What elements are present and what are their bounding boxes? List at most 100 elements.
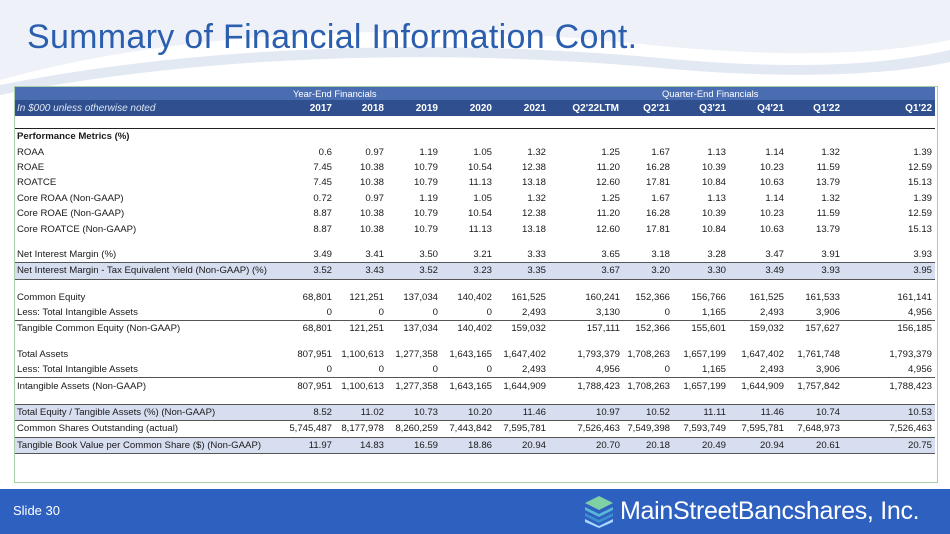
table-cell: 12.60 [596,223,621,235]
table-cell: 3.93 [787,262,844,280]
section-title: Performance Metrics (%) [15,128,936,145]
table-row: Intangible Assets (Non-GAAP) 807,951 1,100… [15,377,936,394]
table-row: Less: Total Intangible Assets 0 0 0 0 2,493 3,… [15,305,935,321]
row-label: Total Assets [17,348,69,360]
table-cell: 1.39 [913,146,933,158]
row-label: Tangible Common Equity (Non-GAAP) [15,320,283,337]
row-label: Net Interest Margin - Tax Equivalent Yie… [15,262,283,280]
table-cell: 16.28 [646,208,671,220]
units-note: In $000 unless otherwise noted [15,100,283,116]
table-cell: 11.13 [468,177,492,189]
table-cell: 10.38 [359,223,384,235]
table-cell: 1,647,402 [741,348,785,360]
row-label: Core ROAA (Non-GAAP) [17,192,124,204]
table-cell: 3,130 [596,307,621,319]
table-cell: 3.52 [283,262,335,280]
table-cell: 10.84 [702,223,727,235]
row-label: Tangible Book Value per Common Share ($)… [15,437,283,455]
table-cell: 8.52 [283,403,335,422]
table-cell: 157,111 [549,320,624,337]
table-cell: 20.94 [729,437,788,455]
table-cell: 10.79 [413,161,438,173]
table-cell: 7,549,398 [623,420,674,438]
table-cell: 20.61 [787,437,844,455]
table-cell: 0 [432,364,438,376]
table-cell: 12.38 [522,208,547,220]
column-header: Q2'22LTM [549,100,624,116]
table-row: ROATCE 7.45 10.38 10.79 11.13 13.18 12.60 17.81… [15,175,935,190]
table-cell: 3.52 [387,262,441,280]
table-cell: 3.49 [283,246,335,264]
header-spacer [15,87,283,100]
table-cell: 11.46 [495,403,550,422]
table-cell: 10.74 [787,403,844,422]
table-cell: 11.20 [596,161,621,173]
table-cell: 17.81 [646,223,671,235]
table-cell: 10.38 [359,208,384,220]
table-cell: 137,034 [387,320,441,337]
table-row: Tangible Book Value per Common Share ($)… [15,437,936,455]
table-cell: 1.13 [707,192,727,204]
table-cell: 10.38 [359,161,384,173]
table-cell: 1.25 [601,192,621,204]
table-cell: 11.59 [816,208,841,220]
table-cell: 10.97 [549,403,624,422]
table-cell: 1.05 [473,146,492,158]
table-cell: 0 [378,364,384,376]
table-cell: 0 [326,364,332,376]
row-label: ROAE [17,161,45,173]
financial-table: Year-End Financials Quarter-End Financia… [15,87,936,455]
table-cell: 1,644,909 [495,377,550,394]
table-cell: 3,906 [816,364,841,376]
table-cell: 10.20 [441,403,495,422]
table-cell: 68,801 [283,320,335,337]
table-cell: 1.32 [821,146,841,158]
table-cell: 10.54 [467,208,492,220]
table-cell: 10.73 [387,403,441,422]
table-cell: 8,177,978 [335,420,387,438]
row-label: Common Equity [17,291,86,303]
table-cell: 3.30 [673,262,730,280]
table-cell: 10.63 [760,177,785,189]
column-header: 2017 [283,100,335,116]
table-cell: 3.91 [787,246,844,264]
table-row: ROAA 0.6 0.97 1.19 1.05 1.32 1.25 1.67 1.13 1.14 1… [15,144,935,159]
spacer-row [15,279,935,290]
table-row: Common Shares Outstanding (actual) 5,745,… [15,420,936,438]
table-cell: 137,034 [403,291,438,303]
table-cell: 11.97 [283,437,335,455]
table-cell: 156,766 [691,291,727,303]
footer-bar: Slide 30 MainStreetBancshares, Inc. [0,489,950,534]
table-cell: 0.72 [313,192,332,204]
table-cell: 3.20 [623,262,674,280]
table-cell: 3.28 [673,246,730,264]
table-cell: 3.33 [495,246,550,264]
table-cell: 1,757,842 [787,377,844,394]
year-end-group-label: Year-End Financials [283,87,550,100]
table-cell: 1,793,379 [889,348,933,360]
company-logo: MainStreetBancshares, Inc. [584,494,920,528]
slide-number: Slide 30 [13,503,60,518]
table-cell: 10.38 [359,177,384,189]
table-cell: 2,493 [760,364,785,376]
table-cell: 159,032 [495,320,550,337]
table-cell: 10.23 [760,161,785,173]
table-cell: 3.65 [549,246,624,264]
spacer-row [15,116,935,129]
table-cell: 3.23 [441,262,495,280]
table-cell: 3.35 [495,262,550,280]
spacer-cell [15,116,935,129]
table-row: Net Interest Margin (%) 3.49 3.41 3.50 3.21 3… [15,246,936,264]
table-cell: 10.53 [843,403,936,422]
column-header: 2019 [387,100,441,116]
table-cell: 1.32 [527,146,547,158]
row-label: Common Shares Outstanding (actual) [15,420,283,438]
table-row: Tangible Common Equity (Non-GAAP) 68,801 1… [15,320,936,337]
table-cell: 3.49 [729,262,788,280]
table-cell: 68,801 [302,291,332,303]
row-label: ROAA [17,146,45,158]
table-cell: 10.79 [413,177,438,189]
table-cell: 1,643,165 [449,348,492,360]
table-cell: 20.75 [843,437,936,455]
table-cell: 1.32 [527,192,547,204]
